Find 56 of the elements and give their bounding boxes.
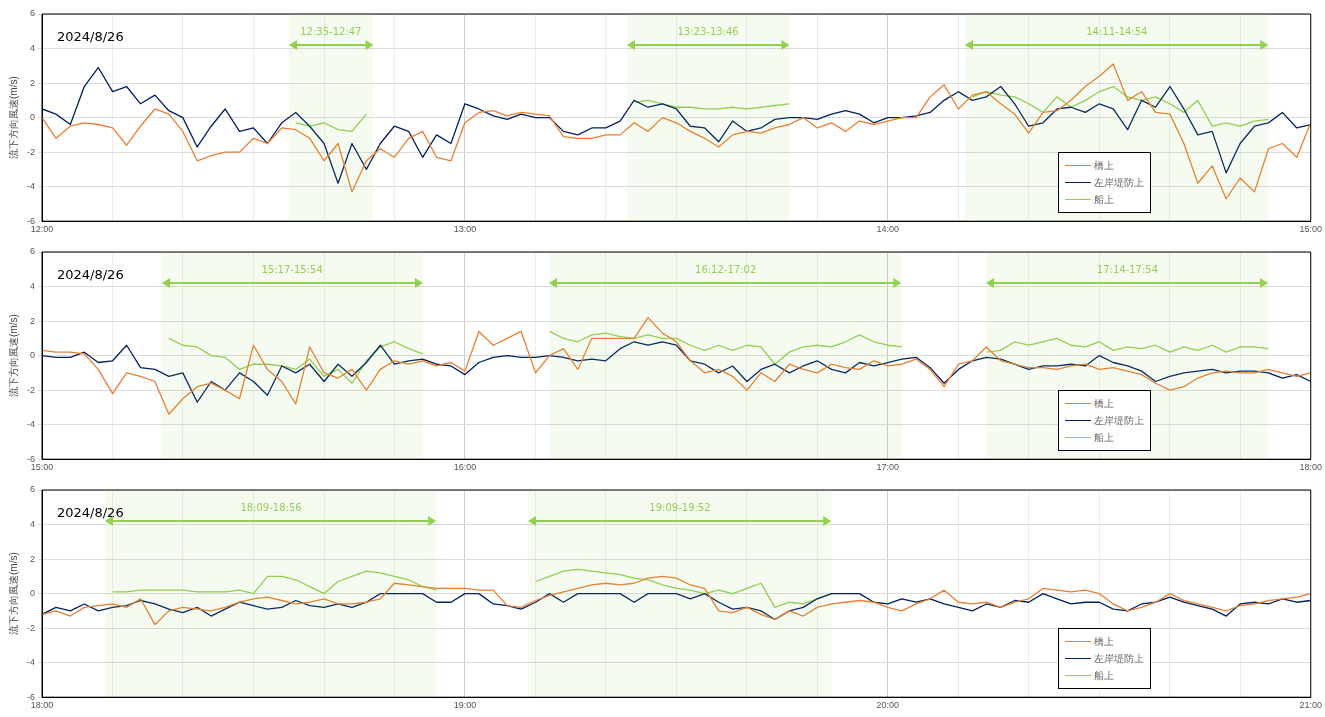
x-tick-label: 14:00: [876, 224, 900, 235]
y-tick-label: -4: [26, 181, 35, 192]
y-tick-label: 2: [29, 553, 35, 564]
x-tick-label: 18:00: [30, 700, 54, 711]
band-label: 17:14-17:54: [1096, 263, 1159, 275]
y-tick-label: -2: [26, 384, 35, 395]
y-tick-label: 0: [29, 588, 35, 599]
x-tick-label: 13:00: [453, 224, 477, 235]
y-tick-label: 6: [29, 246, 35, 257]
x-tick-label: 21:00: [1299, 700, 1322, 711]
x-tick-label: 12:00: [30, 224, 54, 235]
legend-label: 左岸堤防上: [1093, 413, 1144, 428]
legend-label: 左岸堤防上: [1093, 651, 1144, 666]
x-tick-label: 18:00: [1299, 462, 1322, 473]
y-tick-label: -4: [26, 419, 35, 430]
x-tick-label: 19:00: [453, 700, 477, 711]
y-tick-label: -2: [26, 622, 35, 633]
x-tick-label: 16:00: [453, 462, 477, 473]
y-tick-label: 6: [29, 8, 35, 19]
y-tick-label: 4: [29, 281, 35, 292]
y-tick-label: 0: [29, 350, 35, 361]
annotation: 2024/8/26: [57, 29, 124, 45]
band-label: 15:17-15:54: [261, 263, 323, 275]
legend-label: 左岸堤防上: [1093, 175, 1144, 190]
y-tick-label: 4: [29, 519, 35, 530]
band-label: 16:12-17:02: [695, 263, 757, 275]
y-tick-label: -6: [26, 453, 35, 464]
legend-label: 船上: [1093, 192, 1114, 207]
y-axis-title: 流下方向風速(m/s): [7, 76, 19, 159]
legend-label: 橋上: [1093, 396, 1114, 411]
band-label: 12:35-12:47: [300, 25, 362, 37]
legend-label: 船上: [1093, 430, 1114, 445]
y-tick-label: -2: [26, 146, 35, 157]
band-label: 19:09-19:52: [649, 501, 711, 513]
legend-label: 橋上: [1093, 634, 1114, 649]
x-tick-label: 15:00: [30, 462, 54, 473]
band-label: 13:23-13:46: [677, 25, 739, 37]
band-label: 14:11-14:54: [1086, 25, 1148, 37]
y-axis-title: 流下方向風速(m/s): [7, 552, 19, 635]
y-tick-label: -4: [26, 657, 35, 668]
y-tick-label: 4: [29, 43, 35, 54]
x-tick-label: 17:00: [876, 462, 900, 473]
band-label: 18:09-18:56: [240, 501, 302, 513]
y-tick-label: 0: [29, 112, 35, 123]
y-tick-label: 2: [29, 77, 35, 88]
y-axis-title: 流下方向風速(m/s): [7, 314, 19, 397]
x-tick-label: 20:00: [876, 700, 900, 711]
legend-label: 橋上: [1093, 158, 1114, 173]
x-tick-label: 15:00: [1299, 224, 1322, 235]
annotation: 2024/8/26: [57, 505, 124, 521]
y-tick-label: -6: [26, 691, 35, 702]
annotation: 2024/8/26: [57, 267, 124, 283]
legend-label: 船上: [1093, 668, 1114, 683]
y-tick-label: 6: [29, 484, 35, 495]
y-tick-label: 2: [29, 315, 35, 326]
y-tick-label: -6: [26, 215, 35, 226]
